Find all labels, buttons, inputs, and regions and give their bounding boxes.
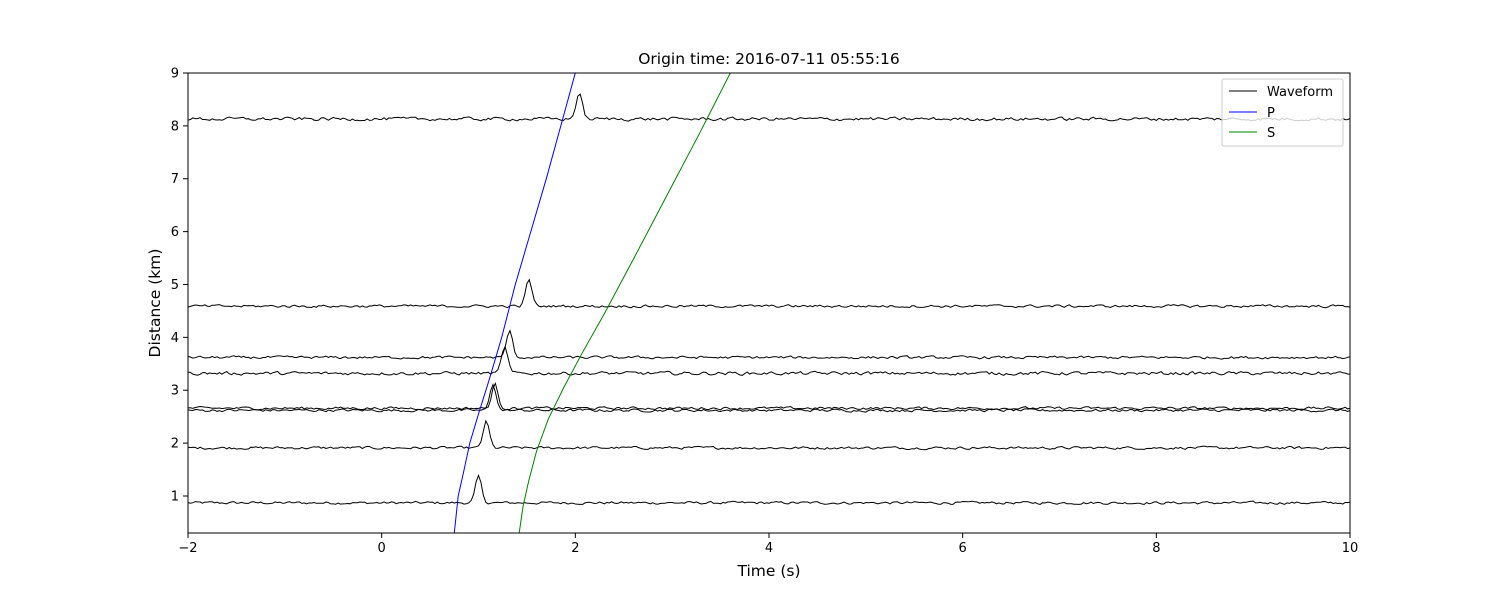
- waveform-trace: [188, 419, 1350, 451]
- y-tick-label: 2: [171, 437, 179, 452]
- axes-frame: [187, 72, 1351, 534]
- y-tick-label: 6: [171, 225, 179, 240]
- waveform-trace: [188, 93, 1350, 122]
- x-tick-label: −2: [178, 541, 197, 556]
- chart-title: Origin time: 2016-07-11 05:55:16: [638, 50, 900, 68]
- x-tick-label: 6: [959, 541, 967, 556]
- x-axis: −2 0 2 4 6 8 10: [178, 533, 1358, 556]
- waveform-trace: [188, 329, 1350, 360]
- y-axis: 1 2 3 4 5 6 7 8 9: [171, 67, 188, 504]
- y-tick-label: 9: [171, 67, 179, 82]
- legend-label-p: P: [1267, 106, 1275, 121]
- y-tick-label: 7: [171, 172, 179, 187]
- y-tick-label: 1: [171, 489, 179, 504]
- x-axis-label: Time (s): [736, 562, 800, 580]
- s-arrival-curve: [518, 73, 731, 533]
- waveform-trace: [188, 383, 1350, 413]
- legend-box: [1221, 78, 1344, 147]
- x-tick-label: 8: [1152, 541, 1160, 556]
- y-tick-label: 4: [171, 331, 179, 346]
- x-tick-label: 10: [1342, 541, 1359, 556]
- x-tick-label: 0: [378, 541, 386, 556]
- waveform-trace: [188, 381, 1350, 411]
- x-tick-label: 2: [571, 541, 579, 556]
- y-axis-label: Distance (km): [146, 249, 164, 358]
- waveform-trace: [188, 278, 1350, 309]
- y-tick-label: 3: [171, 384, 179, 399]
- waveform-trace: [188, 474, 1350, 505]
- p-arrival-curve: [453, 73, 576, 533]
- plot-area: [188, 73, 1350, 533]
- waveform-trace: [188, 345, 1350, 376]
- x-tick-label: 4: [765, 541, 773, 556]
- legend-label-waveform: Waveform: [1267, 85, 1333, 100]
- legend: Waveform P S: [1221, 78, 1344, 147]
- y-tick-label: 5: [171, 278, 179, 293]
- legend-label-s: S: [1267, 126, 1275, 141]
- y-tick-label: 8: [171, 119, 179, 134]
